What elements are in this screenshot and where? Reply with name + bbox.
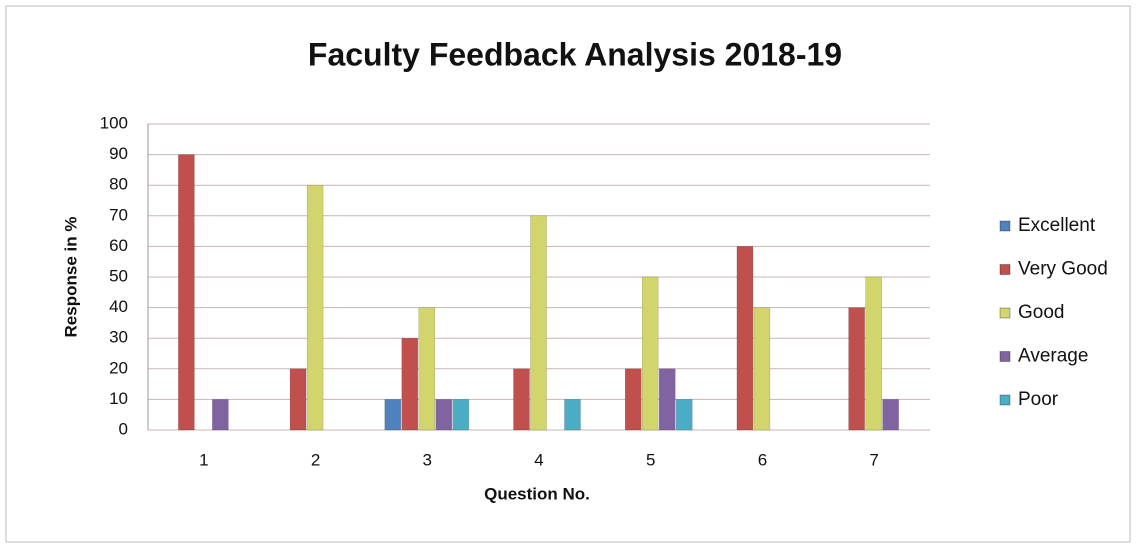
- y-tick-label: 30: [109, 328, 128, 347]
- y-tick-label: 50: [109, 266, 128, 285]
- legend-label: Good: [1018, 302, 1064, 323]
- x-tick-label: 5: [646, 450, 655, 469]
- bar: [212, 399, 229, 431]
- bar: [418, 307, 436, 431]
- bar: [530, 215, 547, 431]
- bar: [675, 399, 693, 431]
- bar: [882, 399, 899, 431]
- bar: [624, 368, 642, 431]
- bar: [401, 337, 419, 431]
- y-tick-label: 70: [109, 205, 128, 224]
- x-tick-label: 6: [758, 450, 767, 469]
- x-tick-label: 3: [423, 450, 432, 469]
- y-tick-label: 100: [100, 113, 128, 132]
- bar: [865, 276, 882, 431]
- bar: [513, 368, 530, 431]
- x-tick-label: 1: [199, 450, 208, 469]
- bar: [452, 399, 470, 431]
- legend-swatch: [999, 220, 1011, 232]
- chart-frame: [5, 5, 1131, 543]
- bar: [658, 368, 676, 431]
- y-tick-label: 80: [109, 175, 128, 194]
- chart-title: Faculty Feedback Analysis 2018-19: [308, 36, 842, 72]
- y-tick-label: 20: [109, 358, 128, 377]
- bar: [435, 399, 453, 431]
- legend-swatch: [999, 394, 1011, 406]
- legend-label: Excellent: [1018, 215, 1096, 236]
- y-tick-label: 60: [109, 236, 128, 255]
- bar: [306, 184, 324, 431]
- legend-swatch: [999, 351, 1011, 362]
- x-tick-label: 2: [311, 450, 320, 469]
- legend-label: Average: [1018, 346, 1088, 367]
- legend-label: Poor: [1018, 389, 1059, 410]
- bar: [564, 399, 581, 431]
- y-tick-label: 90: [109, 144, 128, 163]
- y-tick-label: 0: [119, 419, 128, 438]
- bar: [384, 399, 402, 431]
- bar: [736, 246, 754, 431]
- legend-label: Very Good: [1018, 259, 1108, 280]
- y-tick-label: 10: [109, 389, 128, 408]
- bar: [641, 276, 659, 431]
- x-tick-label: 7: [869, 450, 878, 469]
- bar: [848, 307, 865, 431]
- bar: [178, 154, 195, 431]
- legend-swatch: [999, 264, 1011, 275]
- y-axis-label: Response in %: [61, 217, 80, 338]
- bar: [289, 368, 307, 431]
- y-tick-label: 40: [109, 297, 128, 316]
- legend-swatch: [999, 307, 1011, 319]
- x-tick-label: 4: [534, 450, 543, 469]
- bar: [753, 307, 771, 431]
- x-axis-label: Question No.: [484, 484, 590, 503]
